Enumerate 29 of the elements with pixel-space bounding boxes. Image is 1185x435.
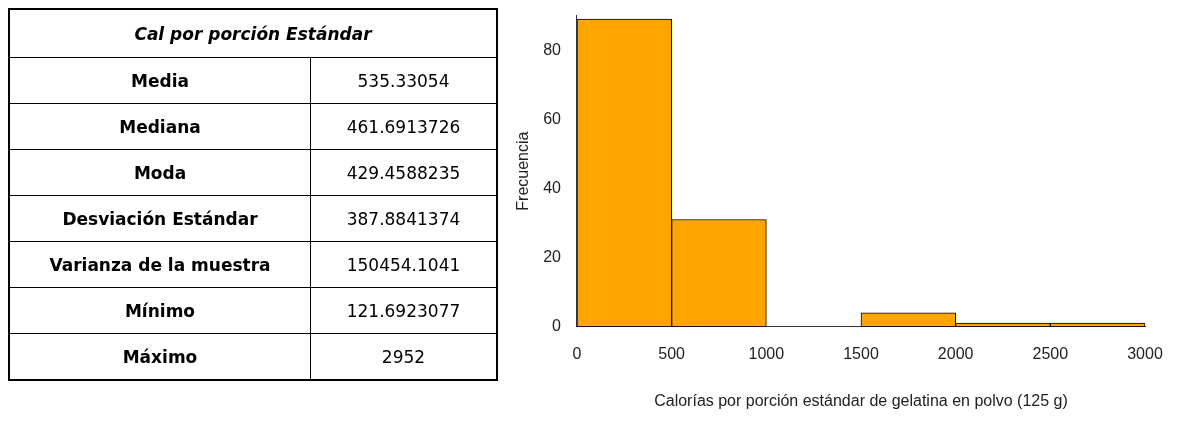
category-label: Mediana [9,103,311,150]
x-axis-title: Calorías por porción estándar de gelatina en polvo (125 g) [654,391,1068,409]
y-tick-label: 60 [543,109,562,127]
text: 2952 [381,346,426,367]
y-axis-title: Frecuencia [514,131,532,211]
category-label: Moda [9,149,311,196]
y-tick-label: 40 [543,178,562,196]
category-label: Varianza de la muestra [9,241,311,288]
category-label: Media [9,57,311,104]
x-tick-label: 2500 [1032,344,1069,362]
text: Cal por porción Estándar [9,9,497,58]
x-tick-label: 3000 [1127,344,1163,362]
x-tick-label: 1000 [748,344,785,362]
text: 150454.1041 [346,254,461,275]
text: 535.33054 [357,70,450,91]
x-tick-label: 500 [658,344,686,362]
x-tick-label: 2000 [937,344,974,362]
text: 429.4588235 [346,162,461,183]
text: 387.8841374 [346,208,461,229]
y-tick-label: 0 [552,317,562,335]
x-tick-label: 1500 [843,344,879,362]
category-label: Mínimo [9,287,311,334]
y-tick-label: 80 [543,40,562,58]
category-label: Desviación Estándar [9,195,311,242]
x-tick-label: 0 [572,344,582,362]
y-tick-label: 20 [543,247,562,265]
text: 461.6913726 [346,116,461,137]
category-label: Máximo [9,333,311,380]
text: 121.6923077 [346,300,461,321]
